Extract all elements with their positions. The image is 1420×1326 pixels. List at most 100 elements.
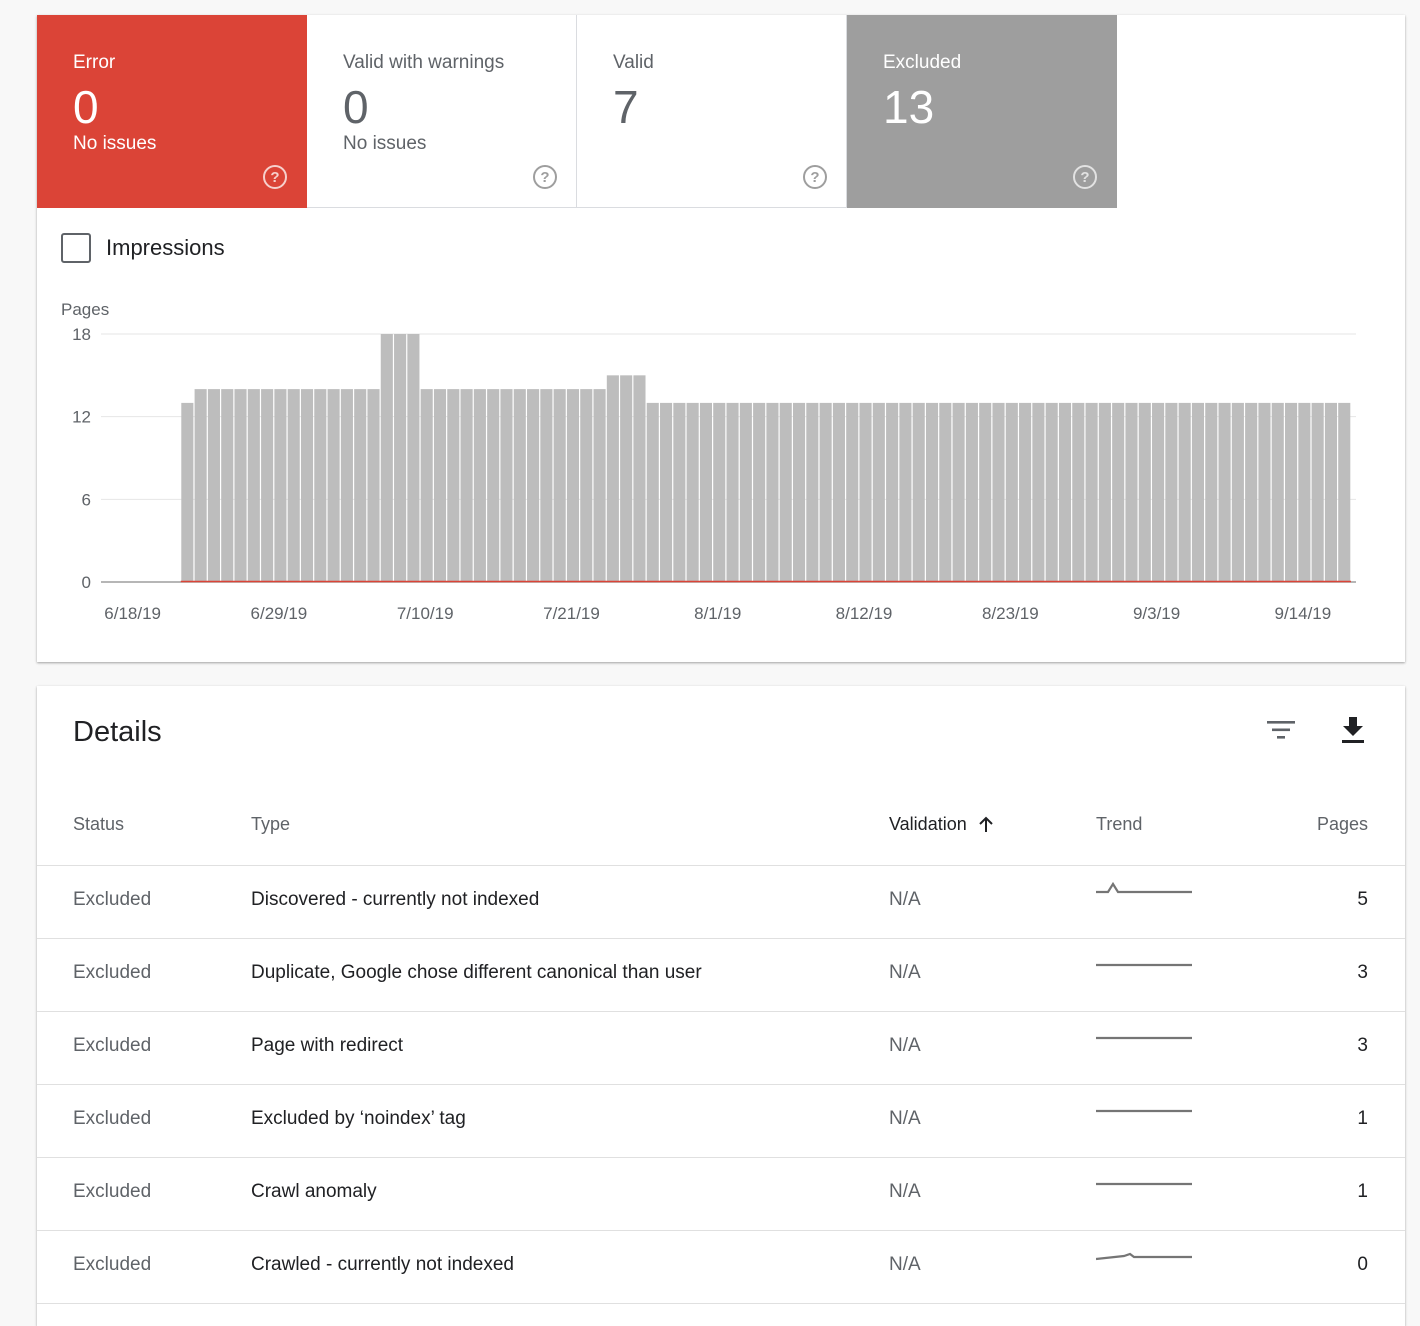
bar[interactable] <box>287 389 300 582</box>
help-icon[interactable]: ? <box>803 165 827 189</box>
bar[interactable] <box>1311 402 1324 582</box>
help-icon[interactable]: ? <box>1073 165 1097 189</box>
bar[interactable] <box>340 389 353 582</box>
bar[interactable] <box>367 389 380 582</box>
tile-error[interactable]: Error 0 No issues ? <box>37 15 307 208</box>
bar[interactable] <box>553 389 566 582</box>
bar[interactable] <box>1058 402 1072 582</box>
impressions-checkbox[interactable] <box>61 233 91 263</box>
bar[interactable] <box>1138 402 1151 582</box>
table-row[interactable]: Excluded Discovered - currently not index… <box>37 866 1405 939</box>
bar[interactable] <box>806 402 819 582</box>
bar[interactable] <box>327 389 340 582</box>
bar[interactable] <box>633 375 646 582</box>
bar[interactable] <box>992 402 1005 582</box>
table-row[interactable]: Excluded Duplicate, Google chose differen… <box>37 939 1405 1012</box>
bar[interactable] <box>580 389 593 582</box>
column-header-type[interactable]: Type <box>251 814 291 834</box>
column-header-pages[interactable]: Pages <box>1316 814 1368 834</box>
bar[interactable] <box>1072 402 1085 582</box>
bar[interactable] <box>274 389 287 582</box>
bar[interactable] <box>1338 402 1351 582</box>
bar[interactable] <box>886 402 899 582</box>
bar[interactable] <box>473 389 486 582</box>
bar[interactable] <box>247 389 260 582</box>
bar[interactable] <box>766 402 779 582</box>
bar[interactable] <box>261 389 274 582</box>
table-row[interactable]: Excluded Page with redirect N/A 3 <box>37 1012 1405 1085</box>
bar[interactable] <box>846 402 859 582</box>
table-row[interactable]: Excluded Crawled - currently not indexed N… <box>37 1231 1405 1304</box>
bar[interactable] <box>646 402 659 582</box>
bar[interactable] <box>792 402 806 582</box>
bar[interactable] <box>527 389 540 582</box>
tile-valid-with-warnings[interactable]: Valid with warnings 0 No issues ? <box>307 15 577 208</box>
tile-excluded[interactable]: Excluded 13 ? <box>847 15 1117 208</box>
bar[interactable] <box>447 389 460 582</box>
bar[interactable] <box>1019 402 1032 582</box>
bar[interactable] <box>394 334 407 582</box>
bar[interactable] <box>713 402 726 582</box>
tile-valid[interactable]: Valid 7 ? <box>577 15 847 208</box>
bar[interactable] <box>726 402 739 582</box>
bar[interactable] <box>194 389 207 582</box>
bar[interactable] <box>1165 402 1178 582</box>
bar[interactable] <box>354 389 367 582</box>
bar[interactable] <box>1085 402 1098 582</box>
column-header-status[interactable]: Status <box>73 814 125 834</box>
bar[interactable] <box>1005 402 1018 582</box>
bar[interactable] <box>872 402 885 582</box>
impressions-toggle[interactable]: Impressions <box>61 233 225 263</box>
bar[interactable] <box>979 402 992 582</box>
bar[interactable] <box>1125 402 1138 582</box>
bar[interactable] <box>513 389 526 582</box>
help-icon[interactable]: ? <box>263 165 287 189</box>
bar[interactable] <box>1324 402 1338 582</box>
bar[interactable] <box>420 389 433 582</box>
bar[interactable] <box>1178 402 1191 582</box>
bar[interactable] <box>699 402 713 582</box>
bar[interactable] <box>1245 402 1258 582</box>
bar[interactable] <box>1098 402 1111 582</box>
bar[interactable] <box>779 402 792 582</box>
bar[interactable] <box>207 389 220 582</box>
bar[interactable] <box>686 402 699 582</box>
bar[interactable] <box>1191 402 1205 582</box>
bar[interactable] <box>300 389 314 582</box>
bar[interactable] <box>1231 402 1244 582</box>
bar[interactable] <box>1285 402 1298 582</box>
bar[interactable] <box>433 389 447 582</box>
bar[interactable] <box>899 402 912 582</box>
bar[interactable] <box>606 375 619 582</box>
bar[interactable] <box>221 389 234 582</box>
bar[interactable] <box>1205 402 1218 582</box>
bar[interactable] <box>1045 402 1058 582</box>
column-header-validation[interactable]: Validation <box>889 814 995 835</box>
bar[interactable] <box>952 402 965 582</box>
bar[interactable] <box>1112 402 1125 582</box>
bar[interactable] <box>500 389 513 582</box>
bar[interactable] <box>234 389 247 582</box>
filter-button[interactable] <box>1261 710 1301 750</box>
bar[interactable] <box>1218 402 1231 582</box>
bar[interactable] <box>460 389 473 582</box>
bar[interactable] <box>739 402 752 582</box>
table-row[interactable]: Excluded Crawl anomaly N/A 1 <box>37 1158 1405 1231</box>
bar[interactable] <box>832 402 845 582</box>
bar[interactable] <box>965 402 978 582</box>
bar[interactable] <box>487 389 500 582</box>
bar[interactable] <box>753 402 766 582</box>
bar[interactable] <box>1271 402 1284 582</box>
bar[interactable] <box>314 389 327 582</box>
bar[interactable] <box>1258 402 1271 582</box>
bar[interactable] <box>925 402 939 582</box>
download-button[interactable] <box>1333 710 1373 750</box>
bar[interactable] <box>660 402 673 582</box>
table-row[interactable]: Excluded Excluded by ‘noindex’ tag N/A 1 <box>37 1085 1405 1158</box>
bar[interactable] <box>673 402 686 582</box>
bar[interactable] <box>939 402 952 582</box>
bar[interactable] <box>380 334 393 582</box>
bar[interactable] <box>1032 402 1045 582</box>
bar[interactable] <box>540 389 553 582</box>
bar[interactable] <box>912 402 925 582</box>
